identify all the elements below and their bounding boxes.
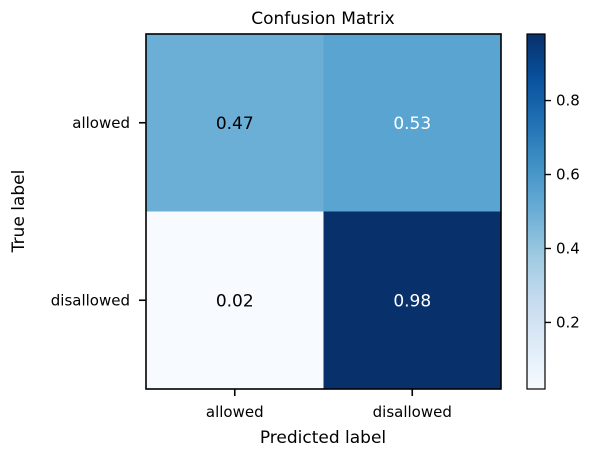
x-axis-label: Predicted label <box>260 428 386 448</box>
y-tick-label-0: allowed <box>72 114 130 132</box>
heatmap-cell-0-1 <box>323 34 501 212</box>
colorbar-tick-label-2: 0.6 <box>556 166 580 184</box>
cell-value-label-1-1: 0.98 <box>393 291 431 311</box>
plot-frame <box>145 33 502 390</box>
y-axis-label: True label <box>9 170 29 254</box>
chart-title: Confusion Matrix <box>251 9 395 29</box>
cell-value-label-0-1: 0.53 <box>393 114 431 134</box>
colorbar-tick-label-3: 0.8 <box>556 92 580 110</box>
colorbar-tick-label-1: 0.4 <box>556 239 580 257</box>
x-tick-label-1: disallowed <box>373 403 452 421</box>
heatmap-cell-1-1 <box>323 211 501 389</box>
colorbar-tick-label-0: 0.2 <box>556 313 580 331</box>
cell-value-label-0-0: 0.47 <box>216 114 254 134</box>
cell-value-label-1-0: 0.02 <box>216 291 254 311</box>
heatmap-cell-1-0 <box>146 211 324 389</box>
y-tick-label-1: disallowed <box>51 291 130 309</box>
heatmap-cell-0-0 <box>146 34 324 212</box>
x-tick-label-0: allowed <box>206 403 264 421</box>
colorbar <box>526 33 546 390</box>
